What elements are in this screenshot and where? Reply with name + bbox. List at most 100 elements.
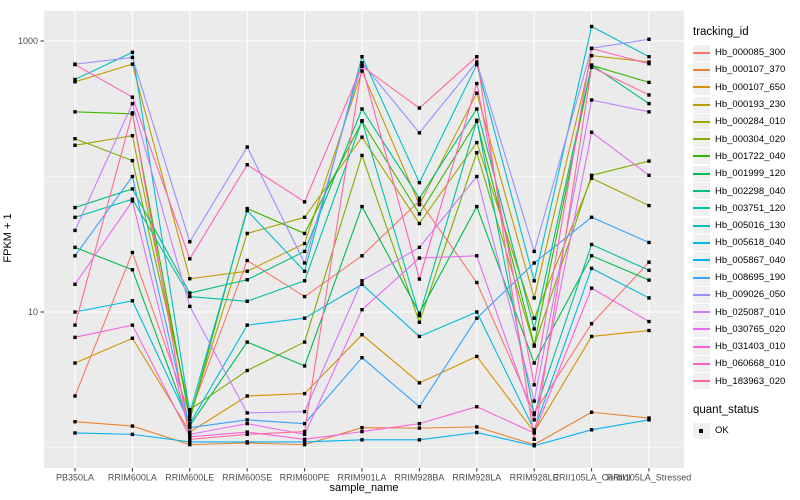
data-point xyxy=(532,343,536,347)
legend-item-label: Hb_183963_020 xyxy=(715,375,786,387)
data-point xyxy=(245,394,249,398)
data-point xyxy=(589,176,594,180)
data-point xyxy=(302,340,307,344)
data-point xyxy=(417,202,422,207)
data-point xyxy=(245,340,249,344)
data-point xyxy=(475,174,479,179)
data-point xyxy=(647,240,651,245)
data-point xyxy=(73,420,77,424)
legend-item-label: Hb_001722_040 xyxy=(715,150,786,162)
data-point xyxy=(130,336,135,340)
data-point xyxy=(73,282,77,287)
legend-item-label: Hb_000304_020 xyxy=(715,133,786,145)
x-tick-label: RRII105LA_Control xyxy=(553,473,631,483)
data-point xyxy=(532,412,536,417)
data-point xyxy=(532,296,536,300)
data-point xyxy=(647,173,651,178)
legend-swatch-line xyxy=(693,172,710,175)
legend-key xyxy=(693,113,710,130)
data-point xyxy=(475,107,479,111)
data-point xyxy=(188,414,192,418)
data-point xyxy=(417,196,422,201)
data-point xyxy=(532,316,536,320)
data-point xyxy=(73,323,77,327)
data-point xyxy=(532,327,536,331)
data-point xyxy=(589,334,594,339)
data-point xyxy=(130,424,135,428)
legend-item: Hb_000107_650 xyxy=(693,79,799,96)
data-point xyxy=(475,91,479,95)
legend-item-label: Hb_060668_010 xyxy=(715,358,786,370)
legend-key xyxy=(693,321,710,338)
data-point xyxy=(589,428,594,432)
legend-item: Hb_030765_020 xyxy=(693,321,799,338)
legend-item-label: Hb_000284_010 xyxy=(715,116,786,128)
data-point xyxy=(647,328,651,333)
data-point xyxy=(647,80,651,85)
legend-item: Hb_000193_230 xyxy=(693,96,799,113)
data-point xyxy=(360,69,364,73)
legend-item-label: Hb_000085_300 xyxy=(715,47,786,59)
data-point xyxy=(188,257,192,261)
data-point xyxy=(302,364,307,368)
legend-point-marker xyxy=(699,428,703,433)
data-point xyxy=(647,418,651,422)
data-point xyxy=(73,77,77,82)
legend-item-label: Hb_005618_040 xyxy=(715,237,786,249)
data-point xyxy=(130,250,135,255)
data-point xyxy=(475,60,479,64)
legend-items-tracking-id: Hb_000085_300 Hb_000107_370 Hb_000107_650 H… xyxy=(693,44,799,390)
data-point xyxy=(417,421,422,426)
data-point xyxy=(245,421,249,426)
legend-item-label: Hb_003751_120 xyxy=(715,202,786,214)
data-point xyxy=(417,256,422,260)
data-point xyxy=(188,304,192,309)
legend-swatch-line xyxy=(693,51,710,54)
data-point xyxy=(130,432,135,437)
axis-tick-labels: PB350LA RRIM600LA RRIM600LE RRIM600SE RRIM60… xyxy=(18,36,691,483)
legend-key xyxy=(693,79,710,96)
data-point xyxy=(475,354,479,359)
data-point xyxy=(130,111,135,115)
x-tick-label: RRIM600SE xyxy=(222,473,272,483)
data-point xyxy=(73,215,77,219)
data-point xyxy=(130,101,135,106)
data-point xyxy=(245,368,249,373)
legend-item: Hb_000284_010 xyxy=(693,113,799,130)
data-point xyxy=(73,110,77,114)
data-point xyxy=(417,277,422,281)
legend-item: OK xyxy=(693,422,799,439)
data-point xyxy=(360,254,364,258)
data-point xyxy=(360,61,364,65)
legend-item-label: Hb_000107_650 xyxy=(715,81,786,93)
data-point xyxy=(188,418,192,422)
data-point xyxy=(532,431,536,435)
data-point xyxy=(475,150,479,155)
data-point xyxy=(532,444,536,448)
data-point xyxy=(475,54,479,59)
legend-swatch-line xyxy=(693,207,710,210)
data-point xyxy=(647,61,651,66)
legend-item: Hb_001722_040 xyxy=(693,148,799,165)
data-point xyxy=(73,205,77,210)
legend-swatch-line xyxy=(693,362,710,365)
legend-item-label: Hb_000107_370 xyxy=(715,64,786,76)
data-point xyxy=(245,163,249,167)
data-point xyxy=(360,135,364,139)
legend-item-label: Hb_009026_050 xyxy=(715,289,786,301)
data-point xyxy=(589,242,594,247)
data-point xyxy=(360,307,364,312)
data-point xyxy=(188,430,192,434)
data-point xyxy=(417,405,422,409)
data-point xyxy=(417,199,422,203)
data-points xyxy=(73,24,651,448)
data-point xyxy=(360,153,364,158)
data-point xyxy=(647,93,651,97)
legend-item: Hb_008695_190 xyxy=(693,269,799,286)
data-point xyxy=(188,291,192,295)
data-point xyxy=(647,203,651,208)
data-point xyxy=(475,81,479,86)
data-point xyxy=(245,430,249,434)
data-point xyxy=(475,280,479,285)
data-point xyxy=(360,429,364,434)
